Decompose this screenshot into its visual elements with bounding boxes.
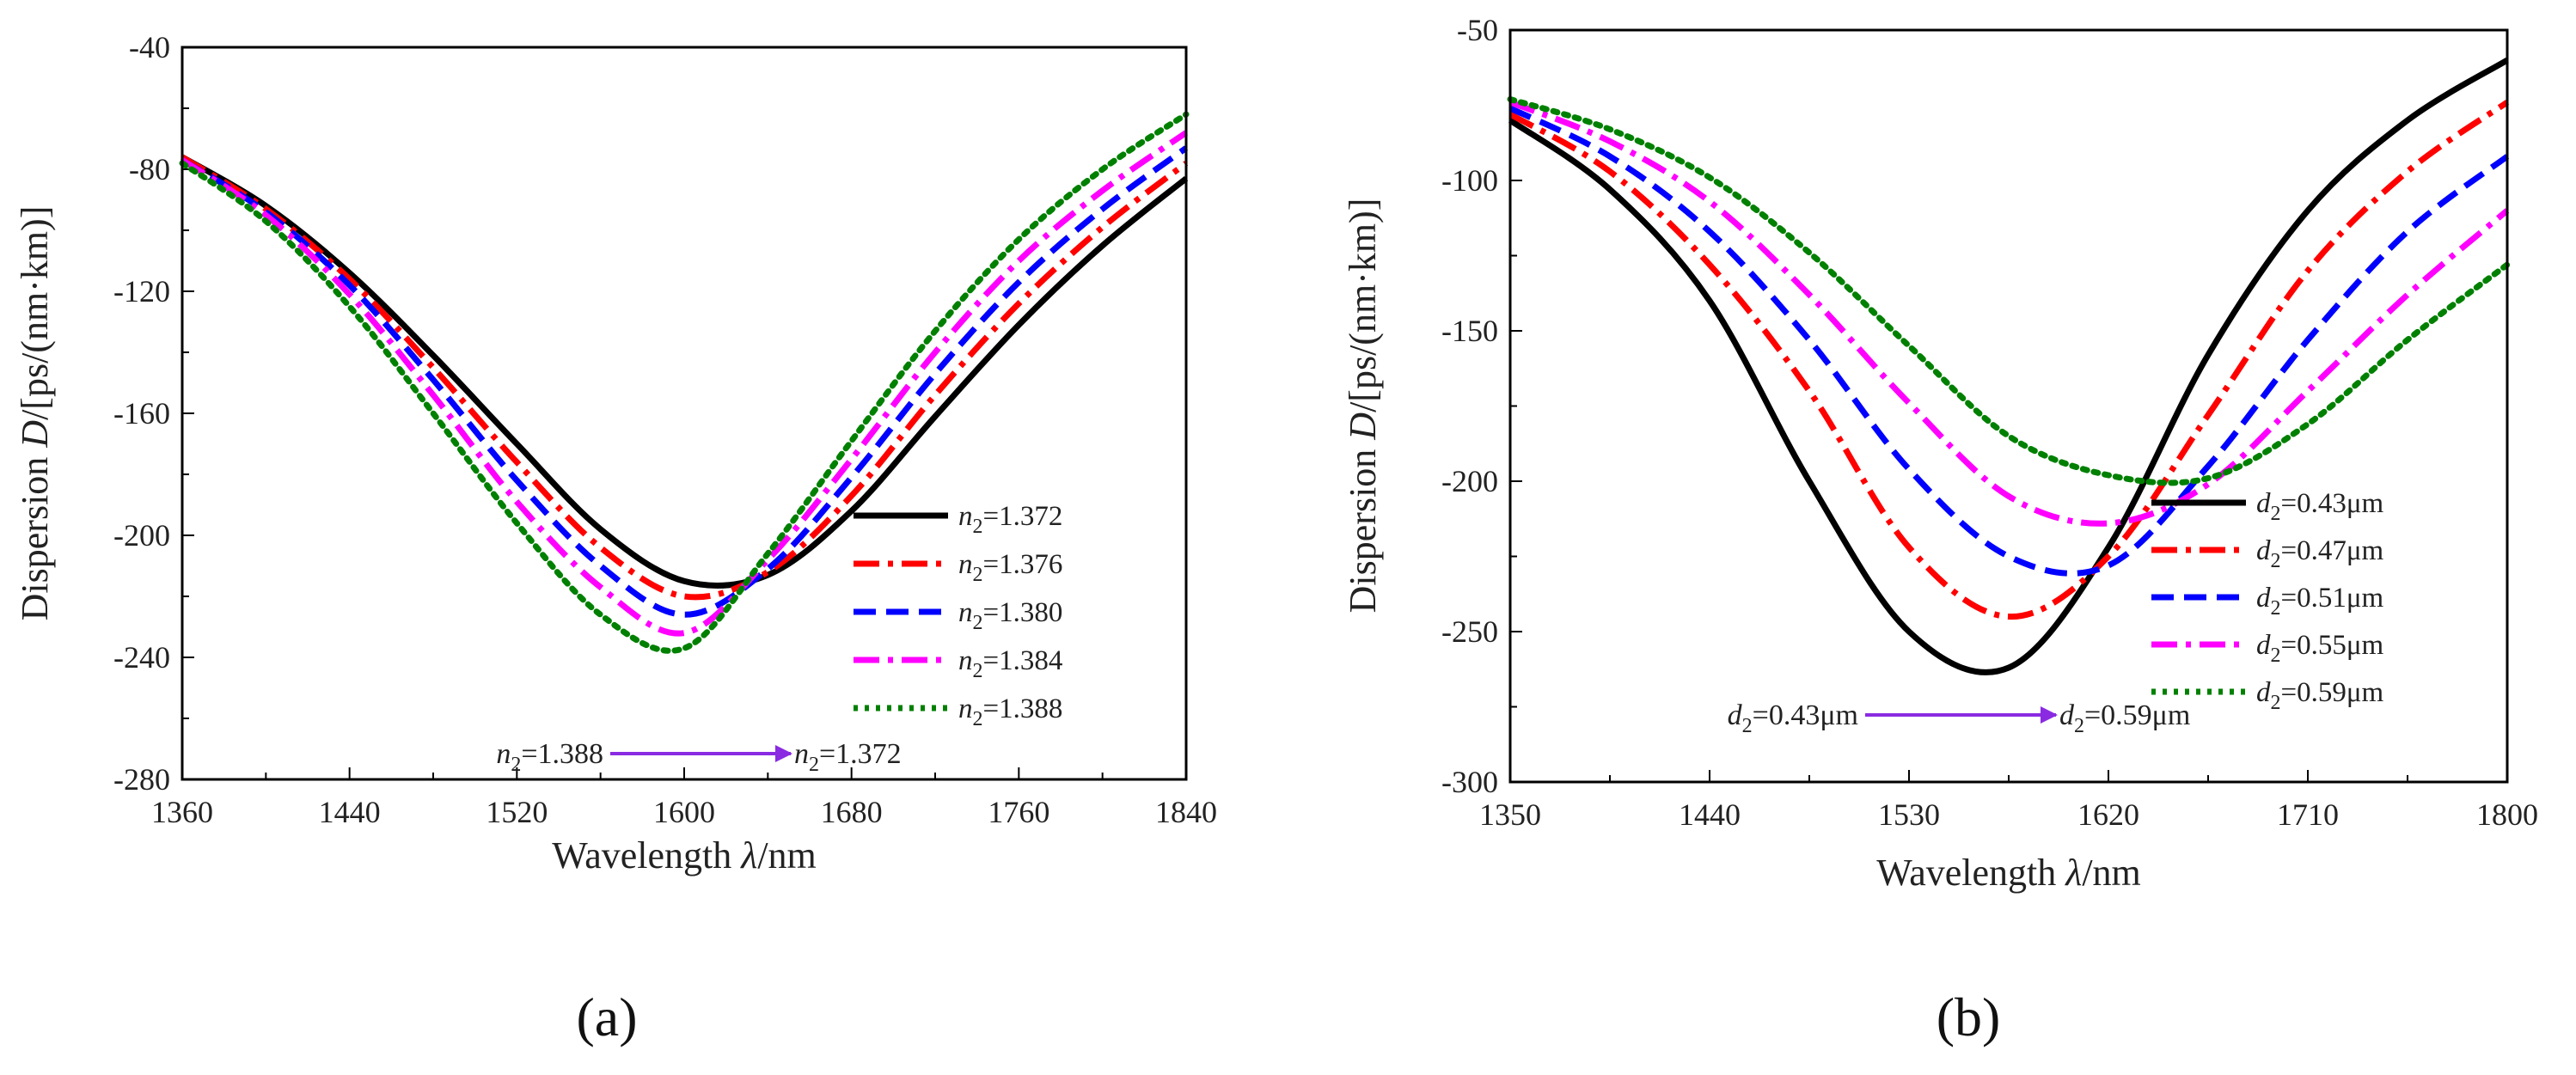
- y-tick-label: -280: [113, 762, 170, 797]
- series-line-2: [1508, 100, 2509, 620]
- y-tick-label: -200: [1441, 464, 1498, 498]
- annotation-to-label: d2=0.59μm: [2059, 699, 2190, 737]
- x-tick-label: 1440: [319, 795, 381, 829]
- series-line-4: [1508, 99, 2510, 527]
- series-line-2: [181, 154, 1189, 601]
- x-tick-label: 1440: [1679, 797, 1741, 832]
- legend-entry-label: n2=1.372: [958, 501, 1062, 538]
- y-tick-label: -240: [113, 640, 170, 675]
- legend-entry-label: d2=0.47μm: [2256, 535, 2384, 572]
- x-tick-label: 1800: [2476, 797, 2538, 832]
- panel-b-label: (b): [1937, 986, 2001, 1048]
- y-tick-label: -80: [129, 152, 170, 186]
- x-tick-label: 1530: [1878, 797, 1940, 832]
- legend-entry-label: d2=0.55μm: [2256, 630, 2384, 667]
- legend-entry-label: n2=1.384: [958, 645, 1062, 682]
- panel-b-legend: d2=0.43μm d2=0.47μm d2=0.51μm d2=0.55μm d2=0…: [2151, 488, 2384, 714]
- x-tick-label: 1840: [1155, 795, 1217, 829]
- x-tick-label: 1600: [653, 795, 715, 829]
- y-tick-label: -100: [1441, 163, 1498, 198]
- panel-a-y-axis-label: Dispersion D/[ps/(nm·km)]: [14, 206, 56, 621]
- legend-entry-label: d2=0.51μm: [2256, 583, 2384, 620]
- annotation-to-label: n2=1.372: [794, 738, 902, 776]
- series-line-1: [1508, 58, 2509, 675]
- panel-b-y-axis-label: Dispersion D/[ps/(nm·km)]: [1342, 199, 1384, 614]
- x-tick-label: 1710: [2277, 797, 2339, 832]
- panel-a-annotation: n2=1.388 n2=1.372: [496, 738, 901, 776]
- panel-b-plot-frame: [1508, 28, 2509, 784]
- panel-a-legend: n2=1.372 n2=1.376 n2=1.380 n2=1.384 n2=1.388: [854, 501, 1062, 730]
- chart-panel-a: 1360 1440 1520 1600 1680 1760 1840 -40 -80 -120 -1…: [14, 30, 1217, 1048]
- x-tick-label: 1360: [151, 795, 213, 829]
- series-line-5: [1507, 96, 2511, 486]
- panel-b-x-axis-label: Wavelength λ/nm: [1876, 852, 2141, 894]
- x-tick-label: 1520: [486, 795, 548, 829]
- chart-panel-b: 1350 1440 1530 1620 1710 1800 -50 -100 -150 -200 -…: [1342, 13, 2538, 1048]
- y-tick-label: -250: [1441, 614, 1498, 649]
- panel-a-label: (a): [576, 986, 637, 1048]
- series-line-1: [181, 154, 1189, 589]
- series-line-5: [179, 111, 1190, 654]
- legend-entry-label: d2=0.59μm: [2256, 677, 2384, 714]
- y-tick-label: -200: [113, 518, 170, 553]
- x-tick-label: 1760: [988, 795, 1049, 829]
- x-tick-label: 1680: [821, 795, 883, 829]
- annotation-from-label: d2=0.43μm: [1728, 699, 1858, 737]
- y-tick-label: -120: [113, 274, 170, 308]
- x-tick-label: 1350: [1479, 797, 1541, 832]
- x-tick-label: 1620: [2077, 797, 2139, 832]
- panel-b-curves: [1507, 58, 2511, 675]
- legend-entry-label: n2=1.376: [958, 549, 1062, 586]
- panel-a-curves: [179, 111, 1190, 654]
- y-tick-label: -300: [1441, 765, 1498, 799]
- panel-a-ticks: 1360 1440 1520 1600 1680 1760 1840 -40 -80 -120 -1…: [113, 30, 1217, 829]
- legend-entry-label: n2=1.380: [958, 597, 1062, 634]
- series-line-3: [181, 145, 1189, 618]
- annotation-from-label: n2=1.388: [496, 738, 603, 776]
- panel-b-ticks: 1350 1440 1530 1620 1710 1800 -50 -100 -150 -200 -…: [1441, 13, 2538, 832]
- y-tick-label: -150: [1441, 314, 1498, 348]
- series-line-3: [1508, 105, 2510, 577]
- legend-entry-label: n2=1.388: [958, 693, 1062, 730]
- y-tick-label: -40: [129, 30, 170, 64]
- y-tick-label: -50: [1457, 13, 1498, 47]
- panel-a-x-axis-label: Wavelength λ/nm: [552, 834, 817, 876]
- panel-a-plot-frame: [181, 46, 1188, 781]
- legend-entry-label: d2=0.43μm: [2256, 488, 2384, 525]
- y-tick-label: -160: [113, 396, 170, 431]
- panel-b-annotation: d2=0.43μm d2=0.59μm: [1728, 699, 2191, 737]
